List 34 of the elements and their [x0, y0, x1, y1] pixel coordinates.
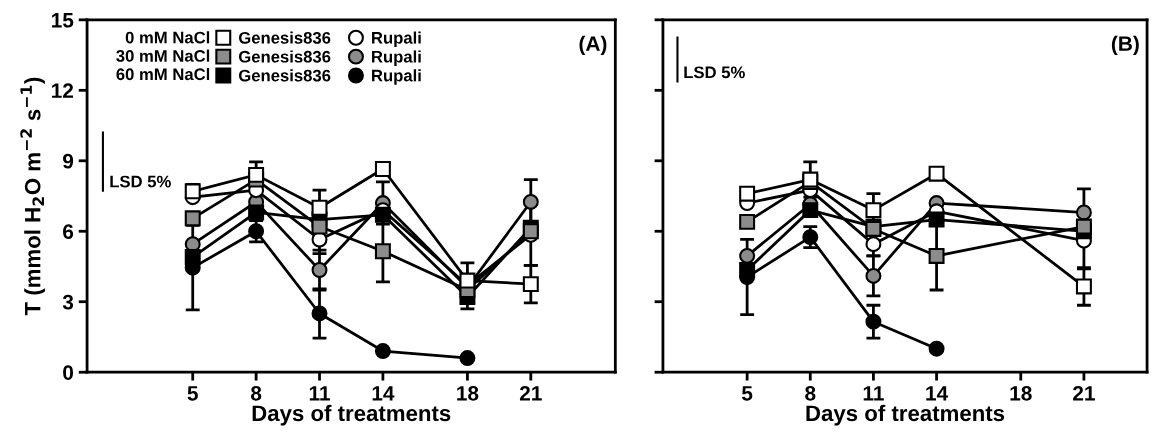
legend-label: Genesis836 [238, 31, 331, 44]
y-tick-label: 9 [63, 153, 74, 169]
x-tick-label: 11 [309, 386, 330, 401]
annotation: 60 mM NaCl [116, 67, 210, 81]
y-tick-label: 3 [62, 294, 74, 310]
x-tick-label: 18 [457, 385, 479, 401]
annotation: LSD 5% [110, 175, 171, 188]
legend-label: Rupali [372, 31, 421, 48]
annotation: (B) [1111, 35, 1139, 56]
y-tick-label: 6 [63, 224, 74, 240]
annotation: 30 mM NaCl [116, 49, 210, 62]
x-axis-title: Days of treatments [252, 404, 451, 426]
annotation: 0 mM NaCl [125, 31, 210, 44]
x-tick-label: 18 [1010, 385, 1032, 401]
x-tick-label: 14 [926, 386, 949, 401]
y-axis-title: T (mmol H$_{2}$O m$^{−2}$ s$^{−1}$) [20, 77, 45, 316]
legend-label: Rupali [372, 50, 421, 66]
x-tick-label: 5 [187, 386, 198, 401]
legend-label: Genesis836 [238, 69, 331, 82]
legend-label: Rupali [372, 69, 421, 85]
x-tick-label: 21 [1073, 385, 1095, 401]
x-tick-label: 8 [250, 385, 262, 401]
annotation: (A) [579, 35, 607, 56]
x-tick-label: 11 [863, 386, 884, 401]
y-tick-label: 0 [63, 365, 74, 380]
x-tick-label: 5 [741, 386, 753, 401]
annotation: LSD 5% [684, 66, 745, 79]
x-tick-label: 21 [519, 385, 542, 401]
y-tick-label: 15 [52, 13, 74, 28]
x-tick-label: 8 [805, 385, 816, 401]
x-tick-label: 14 [372, 386, 395, 401]
legend-label: Genesis836 [238, 50, 331, 63]
y-tick-label: 12 [52, 83, 74, 98]
x-axis-title: Days of treatments [806, 404, 1005, 426]
